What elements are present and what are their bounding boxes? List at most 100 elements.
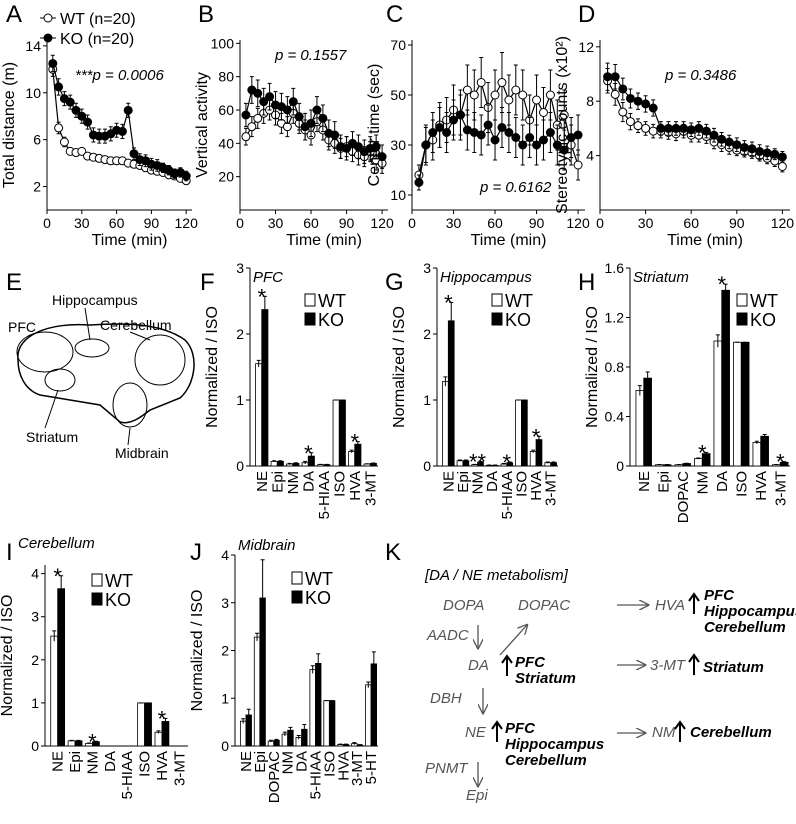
panel-label: K bbox=[385, 539, 401, 566]
marker bbox=[60, 138, 68, 146]
bar bbox=[138, 703, 145, 746]
y-tick-label: 6 bbox=[33, 132, 41, 148]
marker bbox=[463, 86, 471, 94]
y-tick-label: 0 bbox=[221, 738, 229, 754]
marker bbox=[55, 83, 63, 91]
legend-marker bbox=[44, 14, 52, 22]
region: Striatum bbox=[515, 670, 576, 687]
marker bbox=[725, 138, 733, 146]
marker bbox=[604, 73, 612, 81]
annotation: p = 0.1557 bbox=[274, 47, 347, 64]
y-tick-label: 70 bbox=[390, 37, 406, 53]
bar bbox=[714, 341, 722, 466]
x-tick-label: 90 bbox=[729, 215, 745, 231]
marker bbox=[695, 124, 703, 132]
y-tick-label: 40 bbox=[218, 135, 234, 151]
region: Cerebellum bbox=[704, 619, 786, 636]
legend-swatch bbox=[492, 294, 502, 306]
x-tick-label: 120 bbox=[370, 215, 394, 231]
marker bbox=[619, 108, 627, 116]
x-tick-label: 3-MT bbox=[171, 751, 188, 786]
region: PFC bbox=[704, 587, 735, 604]
marker bbox=[626, 118, 634, 126]
node: NE bbox=[465, 724, 487, 741]
x-tick-label: 60 bbox=[683, 215, 699, 231]
x-tick-label: 90 bbox=[144, 215, 160, 231]
legend-swatch bbox=[92, 574, 102, 586]
marker bbox=[182, 172, 190, 180]
x-tick-label: 60 bbox=[109, 215, 125, 231]
bar bbox=[530, 451, 536, 466]
legend-label: KO bbox=[318, 310, 344, 330]
x-tick-label: 5-HT bbox=[363, 751, 380, 784]
marker bbox=[450, 116, 458, 124]
marker bbox=[512, 86, 520, 94]
x-tick-label: 0 bbox=[596, 215, 604, 231]
y-tick-label: 0 bbox=[616, 458, 624, 474]
enzyme: DBH bbox=[430, 690, 462, 707]
x-tick-label: NE bbox=[254, 471, 271, 492]
y-tick-label: 20 bbox=[218, 169, 234, 185]
metabolism-diagram: K [DA / NE metabolism] DOPA DOPAC HVA DA… bbox=[385, 539, 796, 804]
significance: * bbox=[776, 450, 785, 475]
node: DOPAC bbox=[518, 597, 570, 614]
y-tick-label: 3 bbox=[236, 260, 244, 276]
legend-marker bbox=[44, 34, 52, 42]
region: PFC bbox=[505, 720, 536, 737]
x-tick-label: 30 bbox=[446, 215, 462, 231]
legend-swatch bbox=[737, 313, 747, 325]
x-tick-label: NM bbox=[694, 471, 711, 494]
y-tick-label: 4 bbox=[586, 148, 594, 164]
significance: * bbox=[698, 440, 707, 465]
y-axis-label: Normalized / ISO bbox=[204, 306, 221, 428]
legend-label: WT bbox=[505, 291, 533, 311]
x-tick-label: 90 bbox=[529, 215, 545, 231]
y-axis-label: Vertical activity bbox=[194, 72, 211, 178]
y-tick-label: 2 bbox=[221, 643, 229, 659]
marker bbox=[118, 127, 126, 135]
x-tick-label: NM bbox=[84, 751, 101, 774]
bar bbox=[722, 290, 730, 466]
panel-label: I bbox=[6, 539, 13, 566]
marker bbox=[429, 129, 437, 137]
legend-label: KO bbox=[750, 310, 776, 330]
marker bbox=[124, 106, 132, 114]
region: Striatum bbox=[703, 659, 764, 676]
series-line bbox=[608, 77, 783, 157]
marker bbox=[443, 129, 451, 137]
x-tick-label: HVA bbox=[154, 751, 171, 781]
marker bbox=[574, 131, 582, 139]
significance: * bbox=[717, 272, 726, 297]
subtitle: Cerebellum bbox=[18, 535, 95, 552]
bar bbox=[68, 741, 75, 746]
y-tick-label: 80 bbox=[218, 69, 234, 85]
marker bbox=[484, 121, 492, 129]
region-label: Midbrain bbox=[115, 445, 169, 461]
y-tick-label: 2 bbox=[423, 326, 431, 342]
x-tick-label: ISO bbox=[733, 471, 750, 497]
y-tick-label: 14 bbox=[25, 38, 41, 54]
y-tick-label: 50 bbox=[390, 87, 406, 103]
x-tick-label: 5-HIAA bbox=[316, 471, 333, 519]
marker bbox=[733, 141, 741, 149]
bar bbox=[636, 391, 644, 466]
marker bbox=[519, 91, 527, 99]
x-tick-label: 120 bbox=[771, 215, 795, 231]
marker bbox=[505, 96, 513, 104]
marker bbox=[242, 111, 250, 119]
marker bbox=[778, 153, 786, 161]
legend-label: WT bbox=[750, 291, 778, 311]
panel-label: J bbox=[190, 539, 202, 566]
marker bbox=[718, 135, 726, 143]
bar bbox=[277, 461, 283, 466]
region-label: Striatum bbox=[26, 429, 78, 445]
midbrain-region bbox=[113, 383, 147, 427]
x-tick-label: HVA bbox=[753, 471, 770, 501]
panel-label: H bbox=[578, 269, 595, 296]
marker bbox=[436, 124, 444, 132]
bar bbox=[448, 321, 454, 466]
x-tick-label: DA bbox=[300, 471, 317, 492]
x-axis-label: Time (min) bbox=[286, 232, 362, 249]
marker bbox=[539, 109, 547, 117]
